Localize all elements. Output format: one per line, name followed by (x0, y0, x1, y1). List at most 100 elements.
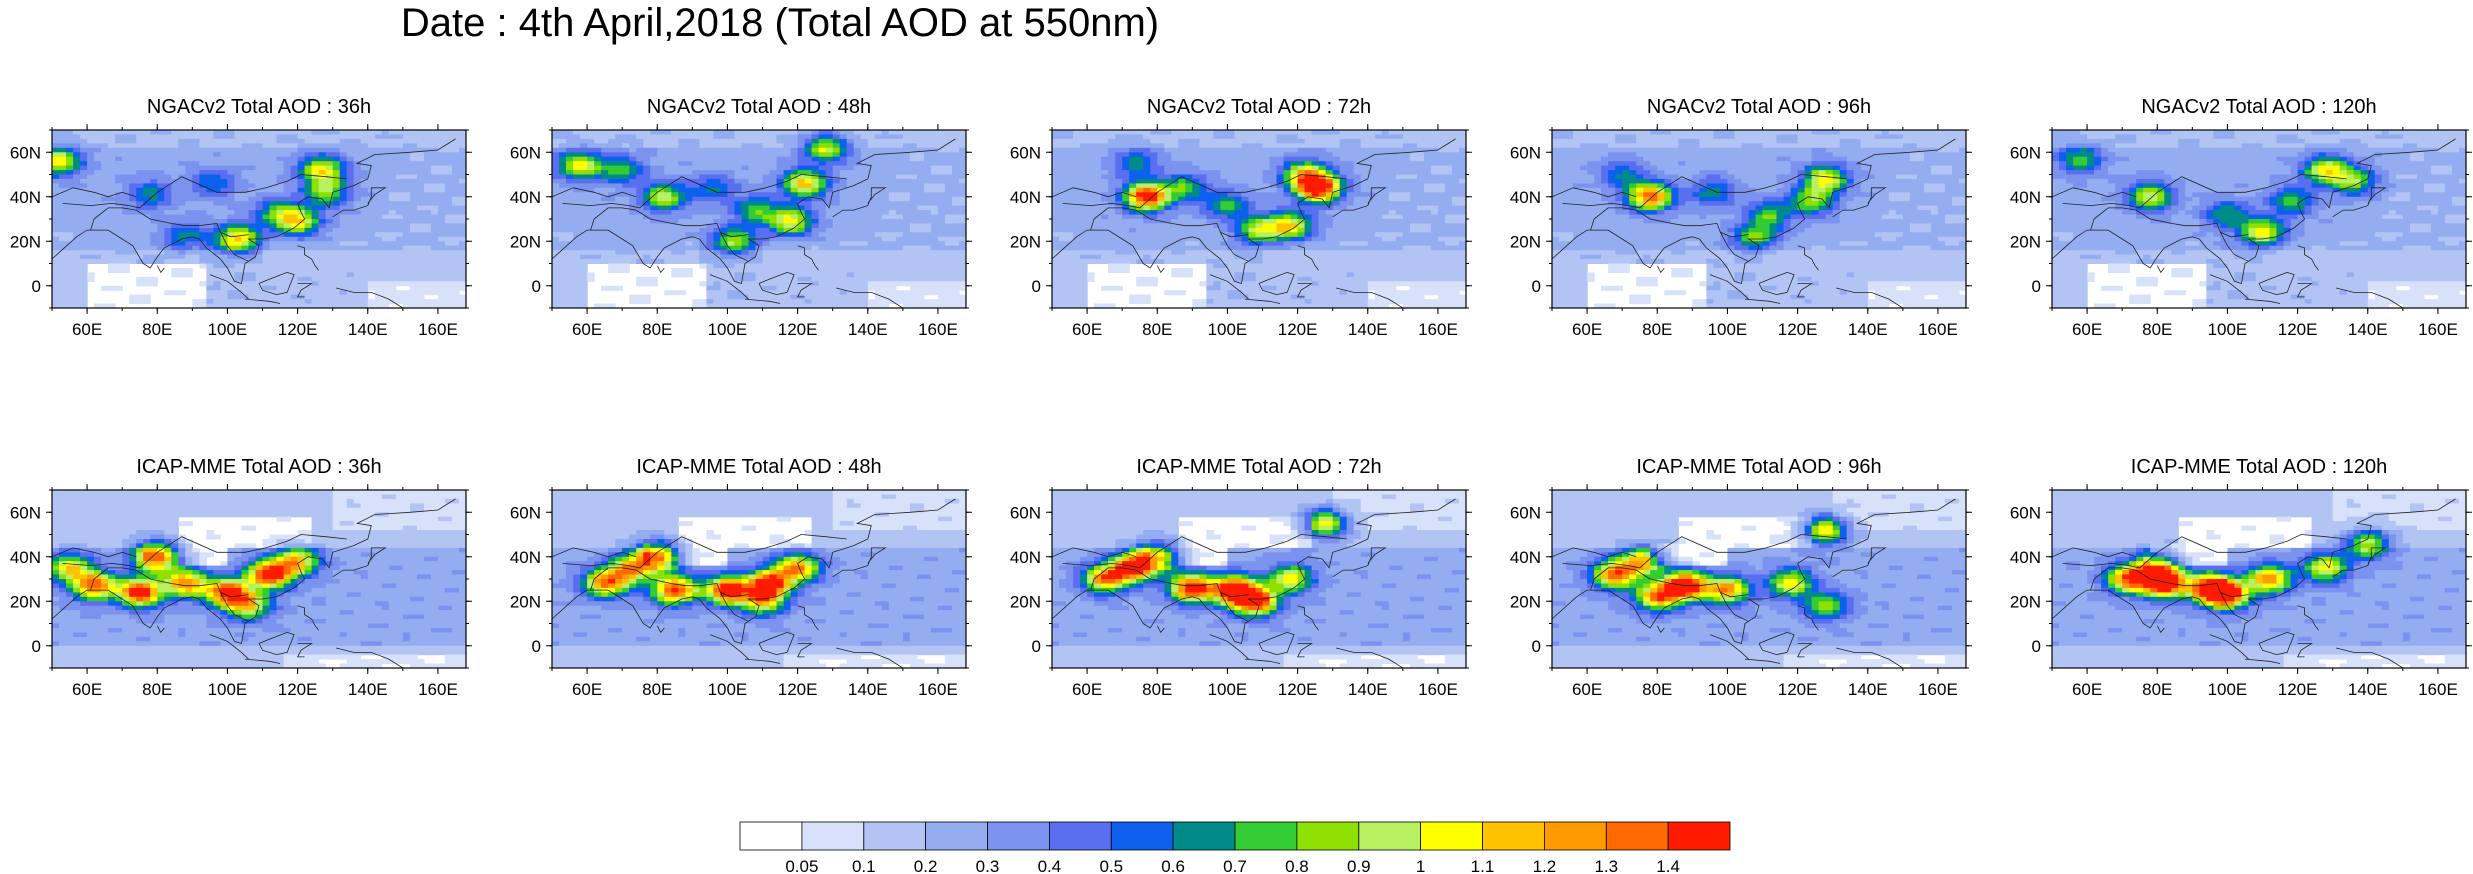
coastlines (1052, 138, 1456, 308)
x-tick-label: 140E (348, 320, 388, 339)
panel-title: NGACv2 Total AOD : 36h (52, 95, 466, 119)
x-tick-label: 80E (642, 320, 672, 339)
x-tick-label: 120E (1778, 680, 1818, 699)
coastlines (552, 138, 956, 308)
x-tick-label: 100E (1708, 680, 1748, 699)
y-tick-label: 20N (1510, 592, 1541, 611)
coastlines (2052, 138, 2456, 308)
colorbar-swatch (801, 821, 865, 851)
colorbar-tick-label: 0.8 (1285, 857, 1309, 874)
y-tick-label: 40N (1510, 548, 1541, 567)
y-tick-label: 20N (2010, 232, 2041, 251)
colorbar-tick-label: 1 (1416, 857, 1425, 874)
y-tick-label: 20N (10, 592, 41, 611)
coastlines (52, 498, 456, 668)
x-tick-label: 160E (418, 680, 458, 699)
aod-field (1552, 130, 1966, 308)
y-tick-label: 40N (1010, 548, 1041, 567)
colorbar-swatch (739, 821, 803, 851)
panel-title: ICAP-MME Total AOD : 36h (52, 455, 466, 479)
x-tick-label: 160E (918, 680, 958, 699)
x-tick-label: 140E (1848, 320, 1888, 339)
map-panel-icap-mme-48h: 60E 80E 100E 120E 140E 160E 0 20N 40N 60N (510, 484, 972, 699)
x-tick-label: 100E (1708, 320, 1748, 339)
x-tick-label: 140E (348, 680, 388, 699)
y-tick-label: 60N (10, 143, 41, 162)
panel-title: ICAP-MME Total AOD : 48h (552, 455, 966, 479)
x-tick-label: 160E (1918, 320, 1958, 339)
x-tick-label: 80E (1642, 680, 1672, 699)
x-tick-label: 80E (1142, 680, 1172, 699)
y-tick-label: 60N (1510, 143, 1541, 162)
coastlines (1552, 138, 1956, 308)
x-tick-label: 100E (208, 320, 248, 339)
x-tick-label: 80E (1142, 320, 1172, 339)
panel-title: ICAP-MME Total AOD : 120h (2052, 455, 2466, 479)
colorbar-tick-label: 0.3 (976, 857, 1000, 874)
x-tick-label: 160E (1418, 680, 1458, 699)
aod-field (1052, 130, 1466, 308)
x-tick-label: 120E (278, 680, 318, 699)
y-tick-label: 0 (1032, 637, 1041, 656)
aod-field (2052, 130, 2466, 308)
x-tick-label: 160E (918, 320, 958, 339)
map-panel-ngacv2-36h: 60E 80E 100E 120E 140E 160E 0 20N 40N 60N (10, 124, 472, 339)
y-tick-label: 0 (532, 637, 541, 656)
y-tick-label: 40N (10, 548, 41, 567)
y-tick-label: 40N (510, 548, 541, 567)
colorbar-swatch (1172, 821, 1236, 851)
y-tick-label: 40N (510, 188, 541, 207)
colorbar-tick-label: 0.7 (1223, 857, 1247, 874)
x-tick-label: 60E (72, 320, 102, 339)
panel-title: NGACv2 Total AOD : 96h (1552, 95, 1966, 119)
x-tick-label: 80E (142, 680, 172, 699)
panel-title: NGACv2 Total AOD : 72h (1052, 95, 1466, 119)
aod-field (52, 130, 466, 308)
aod-field (2052, 490, 2466, 668)
x-tick-label: 80E (142, 320, 172, 339)
colorbar-tick-label: 1.2 (1533, 857, 1557, 874)
x-tick-label: 100E (1208, 680, 1248, 699)
colorbar: 0.05 0.1 0.2 0.3 0.4 0.5 0.6 0.7 0.8 0.9 1 1.1 1.2 1.… (739, 821, 1731, 874)
colorbar-swatch (987, 821, 1050, 851)
coastlines (1052, 498, 1456, 668)
y-tick-label: 60N (1010, 143, 1041, 162)
x-tick-label: 120E (2278, 680, 2318, 699)
x-tick-label: 60E (1572, 320, 1602, 339)
colorbar-swatch (1544, 821, 1607, 851)
x-tick-label: 100E (2208, 680, 2248, 699)
x-tick-label: 60E (2072, 320, 2102, 339)
coastlines (552, 498, 956, 668)
aod-field (1552, 490, 1966, 668)
x-tick-label: 120E (778, 320, 818, 339)
colorbar-tick-label: 0.6 (1161, 857, 1185, 874)
y-tick-label: 20N (1010, 232, 1041, 251)
x-tick-label: 140E (1348, 680, 1388, 699)
y-tick-label: 20N (510, 232, 541, 251)
x-tick-label: 120E (2278, 320, 2318, 339)
x-tick-label: 100E (208, 680, 248, 699)
panel-title: ICAP-MME Total AOD : 96h (1552, 455, 1966, 479)
x-tick-label: 140E (2348, 680, 2388, 699)
colorbar-swatch (1234, 821, 1298, 851)
x-tick-label: 100E (1208, 320, 1248, 339)
map-panel-ngacv2-48h: 60E 80E 100E 120E 140E 160E 0 20N 40N 60N (510, 124, 972, 339)
colorbar-swatch (1605, 821, 1669, 851)
colorbar-swatch (925, 821, 988, 851)
colorbar-swatch (1667, 821, 1731, 851)
x-tick-label: 60E (1572, 680, 1602, 699)
y-tick-label: 60N (10, 503, 41, 522)
coastlines (1552, 498, 1956, 668)
map-panel-icap-mme-72h: 60E 80E 100E 120E 140E 160E 0 20N 40N 60N (1010, 484, 1472, 699)
colorbar-swatch (863, 821, 927, 851)
y-tick-label: 20N (1510, 232, 1541, 251)
x-tick-label: 140E (1848, 680, 1888, 699)
y-tick-label: 60N (510, 143, 541, 162)
x-tick-label: 120E (1278, 680, 1318, 699)
y-tick-label: 60N (2010, 503, 2041, 522)
map-panel-icap-mme-120h: 60E 80E 100E 120E 140E 160E 0 20N 40N 60N (2010, 484, 2472, 699)
y-tick-label: 0 (32, 637, 41, 656)
x-tick-label: 80E (2142, 680, 2172, 699)
map-panel-ngacv2-120h: 60E 80E 100E 120E 140E 160E 0 20N 40N 60N (2010, 124, 2472, 339)
